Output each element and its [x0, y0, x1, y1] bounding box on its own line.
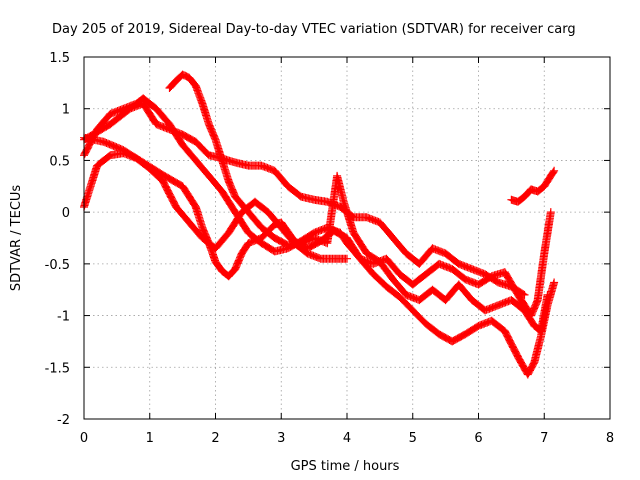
- x-tick-label: 5: [409, 431, 417, 446]
- x-tick-label: 3: [277, 431, 285, 446]
- x-tick-label: 2: [211, 431, 219, 446]
- plot-frame: [83, 56, 611, 420]
- series-track-5: [165, 70, 552, 336]
- series-track-6: [507, 166, 559, 206]
- chart-title: Day 205 of 2019, Sidereal Day-to-day VTE…: [52, 22, 576, 37]
- x-tick-label: 1: [146, 431, 154, 446]
- x-tick-label: 0: [80, 431, 88, 446]
- y-axis-label: SDTVAR / TECUs: [9, 185, 24, 292]
- x-axis-label: GPS time / hours: [291, 459, 400, 474]
- y-tick-label: -0.5: [45, 258, 70, 273]
- y-tick-label: -1.5: [45, 361, 70, 376]
- data-points: [80, 70, 559, 379]
- x-tick-labels: 0 1 2 3 4 5 6 7 8: [80, 431, 614, 446]
- series-markers: [165, 70, 552, 336]
- y-tick-label: 0.5: [49, 154, 70, 169]
- y-tick-label: -1: [57, 310, 70, 325]
- x-tick-label: 7: [540, 431, 548, 446]
- x-tick-label: 4: [343, 431, 351, 446]
- y-tick-label: 1.5: [49, 51, 70, 66]
- y-tick-label: 1: [62, 103, 70, 118]
- y-tick-label: 0: [62, 206, 70, 221]
- series-markers: [507, 166, 559, 206]
- x-tick-label: 8: [606, 431, 614, 446]
- y-tick-label: -2: [57, 413, 70, 428]
- x-tick-label: 6: [474, 431, 482, 446]
- y-tick-labels: -2 -1.5 -1 -0.5 0 0.5 1 1.5: [45, 51, 70, 428]
